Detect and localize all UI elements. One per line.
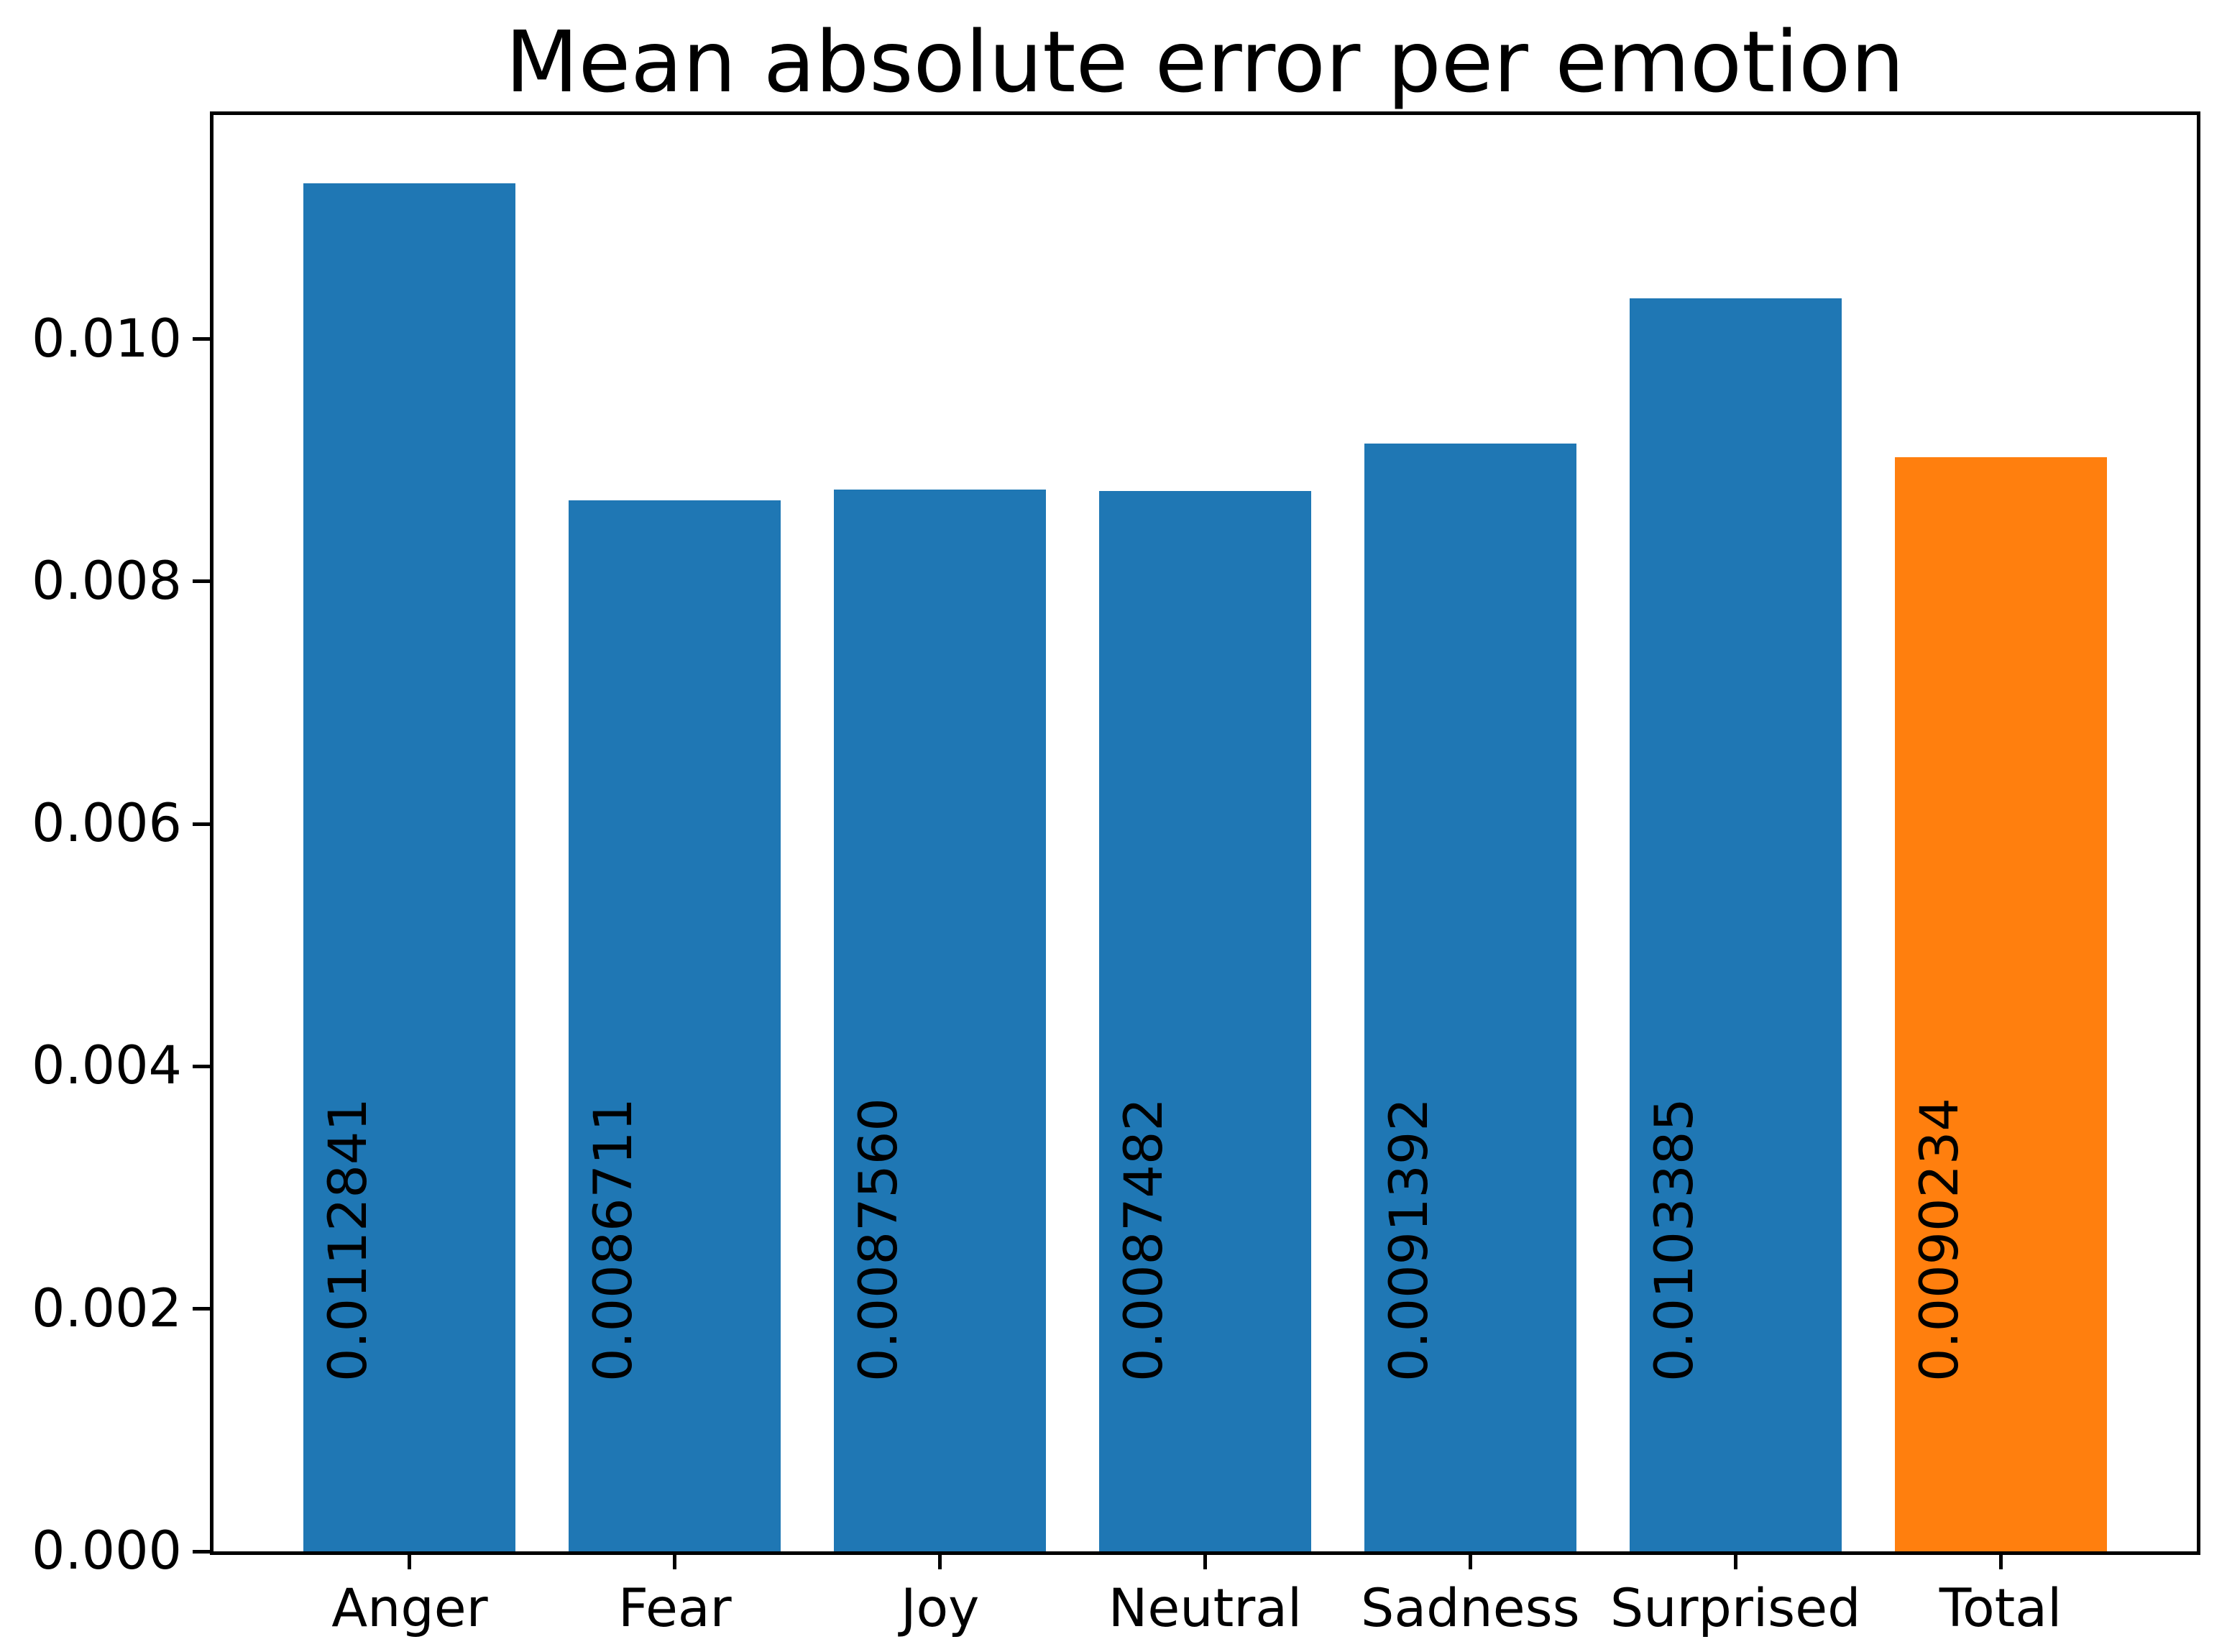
bar-value-label-surprised: 0.0103385 [1643, 1098, 1705, 1382]
x-tick-label-joy: Joy [900, 1578, 980, 1639]
bar-value-label-sadness: 0.0091392 [1378, 1098, 1440, 1382]
x-tick-label-anger: Anger [331, 1578, 488, 1639]
y-tick-0.010 [193, 337, 210, 341]
y-tick-0.004 [193, 1064, 210, 1068]
bar-value-label-fear: 0.0086711 [583, 1098, 645, 1382]
y-tick-0.000 [193, 1549, 210, 1554]
y-tick-0.002 [193, 1307, 210, 1311]
y-tick-0.008 [193, 579, 210, 584]
x-tick-label-fear: Fear [617, 1578, 732, 1639]
x-tick-anger [408, 1555, 412, 1569]
y-tick-label-0.000: 0.000 [32, 1520, 182, 1582]
bar-value-label-total: 0.0090234 [1909, 1098, 1970, 1382]
y-tick-0.006 [193, 822, 210, 826]
y-tick-label-0.010: 0.010 [32, 308, 182, 370]
bar-value-label-neutral: 0.0087482 [1114, 1098, 1175, 1382]
y-tick-label-0.006: 0.006 [32, 793, 182, 855]
x-tick-label-neutral: Neutral [1108, 1578, 1303, 1639]
bar-sadness [1364, 443, 1576, 1551]
plot-area: 0.0112841 0.0086711 0.0087560 0.0087482 0.00… [32, 111, 2200, 1638]
x-tick-total [1998, 1555, 2003, 1569]
x-tick-fear [673, 1555, 677, 1569]
x-tick-surprised [1733, 1555, 1737, 1569]
x-tick-sadness [1468, 1555, 1472, 1569]
x-tick-label-surprised: Surprised [1610, 1578, 1861, 1639]
bar-fear [569, 500, 781, 1551]
y-tick-label-0.002: 0.002 [32, 1277, 182, 1339]
y-tick-label-0.004: 0.004 [32, 1035, 182, 1097]
y-tick-label-0.008: 0.008 [32, 550, 182, 612]
bar-neutral [1098, 490, 1312, 1551]
bar-total [1894, 457, 2107, 1551]
x-tick-neutral [1203, 1555, 1207, 1569]
x-tick-label-sadness: Sadness [1361, 1578, 1580, 1639]
chart-title: Mean absolute error per emotion [505, 12, 1905, 111]
bar-surprised [1629, 298, 1842, 1551]
x-tick-joy [938, 1555, 942, 1569]
bar-joy [834, 490, 1047, 1551]
x-tick-label-total: Total [1939, 1578, 2062, 1639]
bar-value-label-joy: 0.0087560 [848, 1098, 910, 1382]
bar-anger [303, 183, 516, 1551]
bar-value-label-anger: 0.0112841 [318, 1098, 380, 1382]
